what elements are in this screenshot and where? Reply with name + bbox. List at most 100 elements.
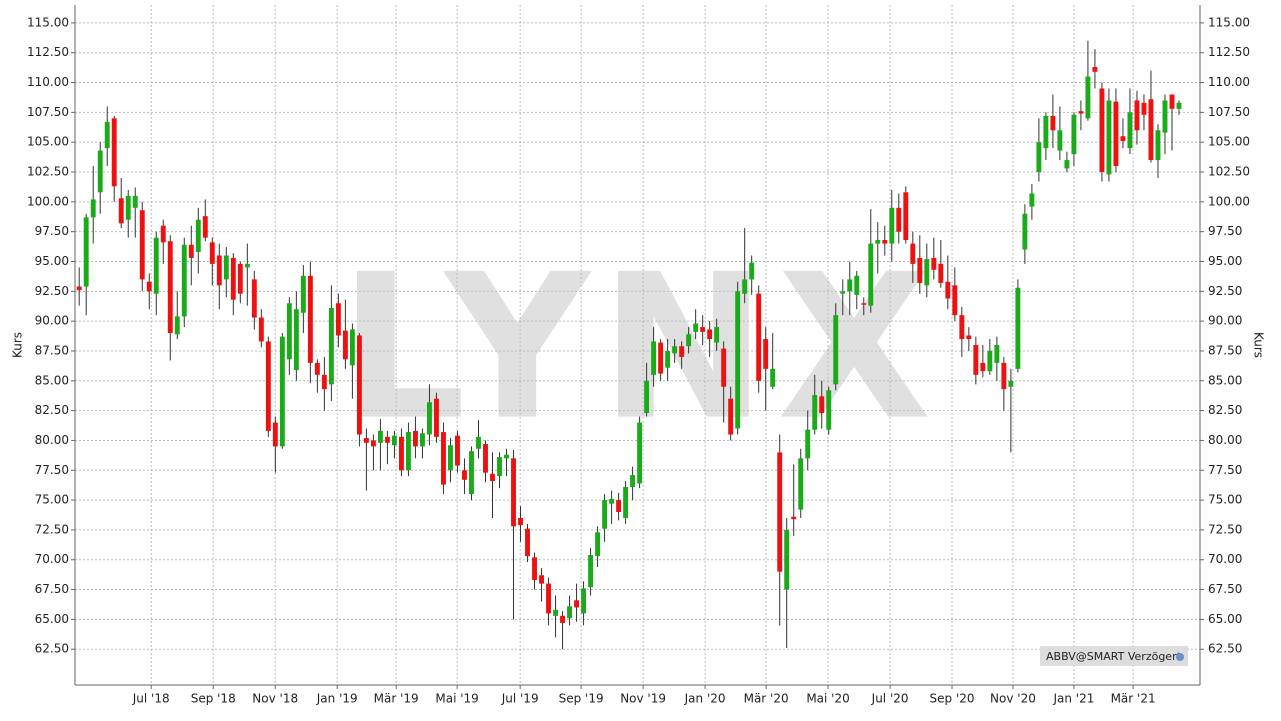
candle-body bbox=[868, 243, 874, 306]
x-tick-label: Jan '20 bbox=[684, 692, 726, 706]
y-axis-title: Kurs bbox=[11, 332, 25, 358]
candle-body bbox=[539, 575, 544, 584]
candle-body bbox=[973, 345, 979, 375]
candle-body bbox=[924, 259, 930, 286]
candle-body bbox=[847, 279, 853, 292]
candle-body bbox=[630, 475, 636, 487]
candle-body bbox=[209, 242, 215, 264]
candle-body bbox=[1169, 94, 1175, 109]
candle-body bbox=[560, 615, 565, 623]
candle-body bbox=[1050, 115, 1056, 131]
candle-body bbox=[791, 516, 797, 520]
x-tick-label: Sep '20 bbox=[930, 692, 975, 706]
y-tick-label-right: 77.50 bbox=[1208, 463, 1242, 477]
candle-body bbox=[427, 402, 432, 435]
candle-body bbox=[1043, 115, 1049, 149]
candle-body bbox=[812, 395, 818, 430]
candle-body bbox=[265, 341, 271, 431]
candle-body bbox=[244, 263, 250, 268]
candle-body bbox=[216, 255, 222, 286]
candle-body bbox=[553, 609, 558, 616]
candle-body bbox=[258, 317, 264, 342]
candle-body bbox=[917, 257, 923, 283]
y-tick-label: 80.00 bbox=[35, 433, 69, 447]
candle-body bbox=[314, 362, 320, 375]
annotation: ABBV@SMART Verzögert bbox=[1046, 650, 1182, 663]
candle-body bbox=[875, 240, 881, 244]
y-tick-label-right: 100.00 bbox=[1208, 194, 1250, 208]
x-tick-label: Mär '20 bbox=[744, 692, 789, 706]
y-tick-label: 72.50 bbox=[35, 522, 69, 536]
candle-body bbox=[181, 244, 187, 317]
candle-body bbox=[616, 500, 622, 513]
candle-body bbox=[910, 243, 916, 264]
candle-body bbox=[805, 429, 811, 459]
candle-body bbox=[104, 121, 110, 149]
x-tick-label: Nov '19 bbox=[620, 692, 666, 706]
y-tick-label: 115.00 bbox=[27, 15, 69, 29]
candle-body bbox=[90, 199, 96, 218]
y-tick-label: 105.00 bbox=[27, 135, 69, 149]
candle-body bbox=[700, 327, 706, 332]
candle-body bbox=[370, 440, 376, 447]
y-tick-label-right: 70.00 bbox=[1208, 552, 1242, 566]
candle-body bbox=[784, 529, 790, 590]
candle-body bbox=[672, 346, 678, 354]
y-tick-label-right: 97.50 bbox=[1208, 224, 1242, 238]
candle-body bbox=[153, 237, 159, 294]
candle-body bbox=[279, 336, 285, 447]
candle-body bbox=[223, 255, 229, 280]
candle-body bbox=[1092, 67, 1098, 72]
candle-body bbox=[938, 263, 944, 283]
candle-body bbox=[83, 217, 89, 287]
y-tick-label-right: 105.00 bbox=[1208, 135, 1250, 149]
candle-body bbox=[335, 303, 341, 336]
candle-body bbox=[777, 452, 783, 572]
candle-body bbox=[742, 279, 748, 294]
candle-body bbox=[160, 225, 166, 243]
candle-body bbox=[391, 435, 397, 446]
y-tick-label-right: 107.50 bbox=[1208, 105, 1250, 119]
candle-body bbox=[1099, 88, 1105, 173]
candle-body bbox=[959, 315, 965, 340]
candle-body bbox=[679, 346, 685, 357]
candle-body bbox=[230, 257, 236, 300]
candle-body bbox=[987, 350, 993, 372]
x-tick-label: Sep '19 bbox=[559, 692, 604, 706]
candle-body bbox=[581, 588, 587, 614]
candle-body bbox=[728, 398, 734, 435]
candle-body bbox=[840, 291, 846, 294]
y-tick-label: 77.50 bbox=[35, 463, 69, 477]
y-tick-label-right: 102.50 bbox=[1208, 165, 1250, 179]
y-tick-label-right: 62.50 bbox=[1208, 642, 1242, 656]
candle-body bbox=[97, 150, 103, 193]
candle-body bbox=[644, 380, 650, 413]
y-tick-label-right: 92.50 bbox=[1208, 284, 1242, 298]
candle-body bbox=[966, 335, 972, 340]
y-tick-label: 97.50 bbox=[35, 224, 69, 238]
candle-body bbox=[167, 241, 173, 334]
candle-body bbox=[419, 433, 425, 447]
candle-body bbox=[609, 498, 615, 504]
x-tick-label: Jan '19 bbox=[316, 692, 358, 706]
y-tick-label-right: 110.00 bbox=[1208, 75, 1250, 89]
candle-body bbox=[595, 532, 601, 557]
y-tick-label-right: 65.00 bbox=[1208, 612, 1242, 626]
candle-body bbox=[854, 275, 860, 295]
candle-body bbox=[1148, 99, 1154, 161]
candle-body bbox=[1127, 112, 1133, 149]
candle-body bbox=[146, 281, 152, 292]
candle-body bbox=[132, 195, 138, 208]
candle-body bbox=[483, 444, 488, 473]
plot-area bbox=[75, 5, 1200, 685]
candle-body bbox=[952, 285, 958, 316]
candle-body bbox=[567, 606, 573, 619]
candle-body bbox=[441, 432, 446, 485]
candle-body bbox=[1057, 130, 1063, 151]
x-tick-label: Mär '19 bbox=[374, 692, 419, 706]
x-tick-label: Jan '21 bbox=[1052, 692, 1094, 706]
annotation-box bbox=[1040, 646, 1188, 666]
y-tick-label-right: 87.50 bbox=[1208, 343, 1242, 357]
candle-body bbox=[286, 303, 292, 360]
